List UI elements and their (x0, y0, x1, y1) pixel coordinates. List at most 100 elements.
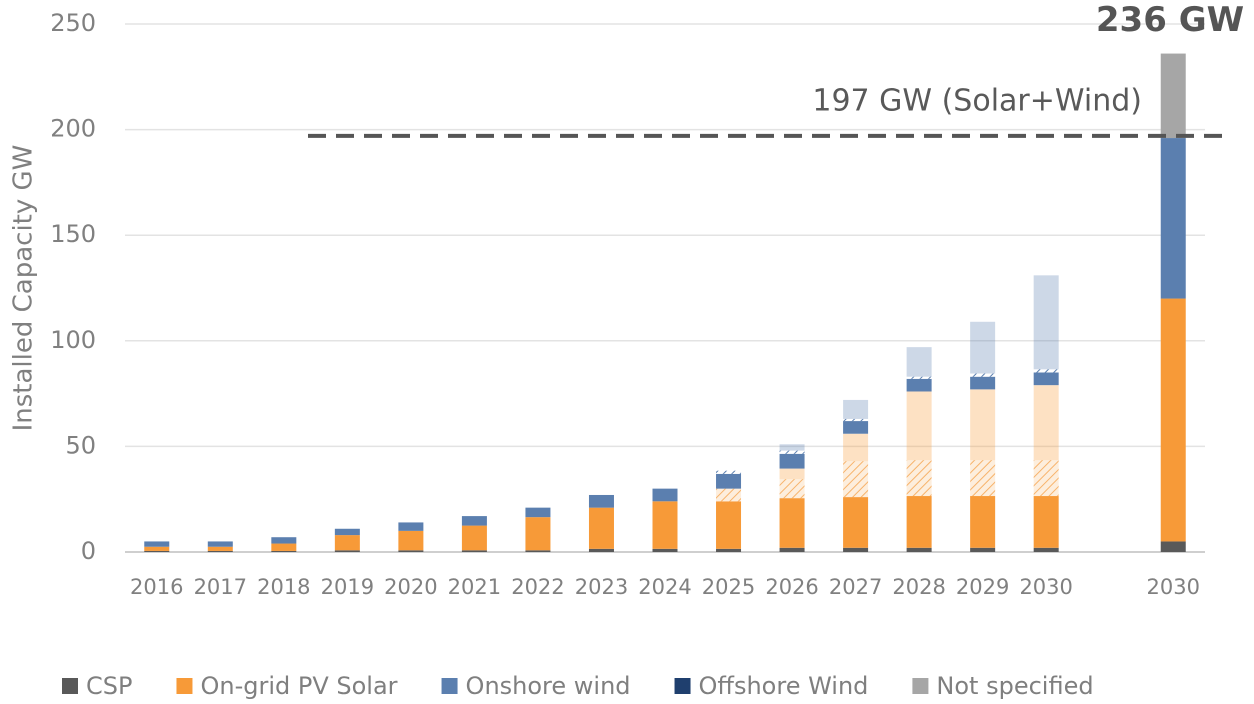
bar-segment (843, 421, 869, 434)
bar-segment (1033, 275, 1059, 370)
bar-segment (1033, 496, 1059, 548)
x-tick-label: 2030 (1147, 575, 1200, 599)
x-tick-label: 2018 (257, 575, 310, 599)
bar-segment (906, 376, 932, 379)
bar-segment (144, 550, 170, 552)
bar-segment (461, 525, 487, 551)
bar-segment (970, 547, 996, 552)
y-tick-label: 100 (50, 326, 96, 354)
bar-segment (843, 433, 869, 462)
bar-segment (779, 453, 805, 469)
bar-segment (906, 347, 932, 377)
bar-segment (716, 548, 742, 552)
bar-segment (525, 507, 551, 518)
bar-segment (906, 547, 932, 552)
bar-segment (525, 517, 551, 551)
bar-segment (716, 488, 742, 502)
bar-segment (779, 479, 805, 499)
bar-segment (970, 389, 996, 461)
x-tick-label: 2022 (511, 575, 564, 599)
bar-segment (334, 528, 360, 536)
bar-segment (970, 496, 996, 548)
x-tick-label: 2019 (321, 575, 374, 599)
bar-segment (906, 378, 932, 392)
bar-segment (271, 537, 297, 544)
bar-segment (1033, 460, 1059, 497)
legend-swatch (912, 678, 929, 694)
y-tick-label: 0 (81, 537, 96, 565)
bar-segment (271, 550, 297, 552)
bar-segment (398, 550, 424, 552)
bar-segment (906, 496, 932, 548)
bar-segment (970, 373, 996, 377)
bar-segment (970, 460, 996, 497)
x-tick-label: 2028 (892, 575, 945, 599)
bar-segment (843, 461, 869, 498)
legend-label: On-grid PV Solar (200, 672, 397, 700)
x-tick-label: 2016 (130, 575, 183, 599)
bar-segment (144, 546, 170, 551)
x-tick-label: 2017 (194, 575, 247, 599)
bar-segment (779, 547, 805, 552)
legend-label: CSP (86, 672, 132, 700)
bar-segment (652, 501, 678, 549)
bar-segment (588, 548, 614, 552)
y-tick-label: 50 (65, 431, 96, 459)
bar-segment (970, 321, 996, 374)
bar-segment (271, 543, 297, 551)
legend-swatch (441, 678, 458, 694)
bar-segment (525, 550, 551, 552)
bar-segment (461, 516, 487, 526)
bar-segment (716, 473, 742, 489)
legend-label: Not specified (936, 672, 1093, 700)
bar-segment (779, 468, 805, 480)
x-tick-label: 2030 (1019, 575, 1072, 599)
bar-segment (1033, 369, 1059, 373)
bar-segment (1033, 547, 1059, 552)
x-tick-label: 2029 (956, 575, 1009, 599)
bar-segment (207, 550, 233, 552)
bar-segment (779, 498, 805, 548)
legend-swatch (674, 678, 691, 694)
target-label: 197 GW (Solar+Wind) (812, 83, 1142, 118)
bar-segment (843, 418, 869, 422)
bar-segment (1160, 541, 1186, 552)
bar-segment (970, 376, 996, 390)
total-label: 236 GW (1096, 0, 1244, 40)
x-tick-label: 2024 (638, 575, 691, 599)
x-tick-label: 2020 (384, 575, 437, 599)
bar-segment (207, 541, 233, 547)
bar-segment (334, 535, 360, 551)
bar-segment (461, 550, 487, 552)
bar-segment (652, 548, 678, 552)
bar-segment (144, 541, 170, 547)
bar-segment (1160, 53, 1186, 139)
bar-segment (588, 494, 614, 508)
legend-label: Onshore wind (466, 672, 631, 700)
bar-segment (906, 391, 932, 461)
bar-segment (843, 497, 869, 548)
x-tick-label: 2021 (448, 575, 501, 599)
y-axis-label: Installed Capacity GW (9, 145, 39, 432)
x-tick-label: 2023 (575, 575, 628, 599)
y-tick-label: 200 (50, 115, 96, 143)
bar-segment (716, 470, 742, 474)
bar-segment (716, 501, 742, 549)
bar-segment (1033, 385, 1059, 461)
y-tick-label: 250 (50, 9, 96, 37)
legend-swatch (176, 678, 193, 694)
x-tick-label: 2026 (765, 575, 818, 599)
legend-label: Offshore Wind (699, 672, 869, 700)
bar-segment (398, 530, 424, 551)
x-tick-label: 2025 (702, 575, 755, 599)
bar-segment (779, 450, 805, 454)
bar-segment (652, 488, 678, 502)
bar-segment (398, 522, 424, 531)
x-tick-label: 2027 (829, 575, 882, 599)
y-tick-label: 150 (50, 220, 96, 248)
bar-segment (843, 399, 869, 419)
bar-segment (334, 550, 360, 552)
legend-swatch (62, 678, 78, 694)
bar-segment (1160, 298, 1186, 542)
bar-segment (843, 547, 869, 552)
